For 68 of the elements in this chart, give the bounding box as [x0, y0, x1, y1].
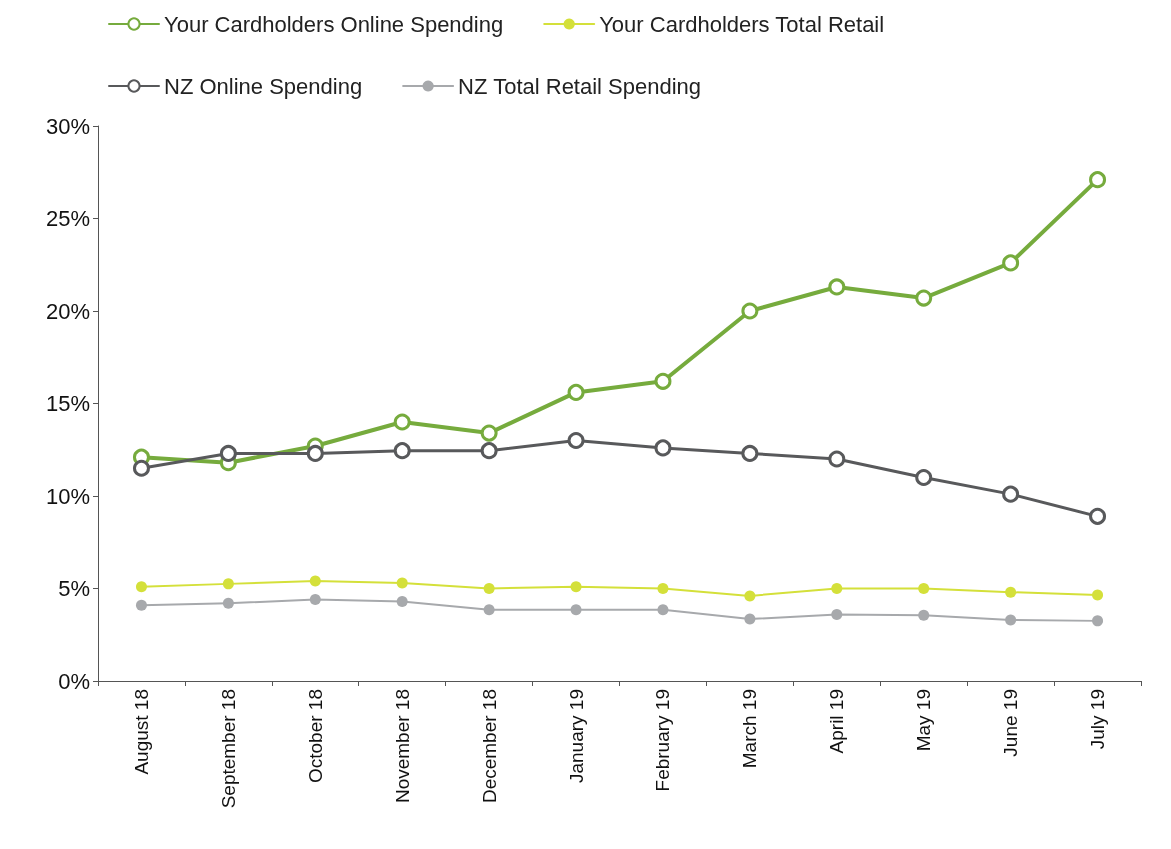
point	[1089, 507, 1107, 525]
point	[741, 302, 759, 320]
legend-label: Your Cardholders Total Retail	[599, 11, 885, 37]
legend-label: NZ Online Spending	[164, 73, 363, 99]
point	[657, 583, 669, 594]
x-tick-label: November 18	[391, 689, 413, 804]
point	[483, 583, 495, 594]
x-tick-label: August 18	[130, 689, 152, 775]
x-tick-label: October 18	[304, 689, 326, 783]
point	[306, 444, 324, 462]
point	[393, 413, 411, 431]
point	[828, 278, 846, 296]
point	[1002, 485, 1020, 503]
y-tick-label: 5%	[58, 576, 90, 601]
x-tick-label: December 18	[478, 689, 500, 804]
y-tick-label: 15%	[45, 391, 90, 416]
point	[741, 444, 759, 462]
point	[1092, 589, 1104, 601]
y-tick-label: 25%	[45, 206, 90, 231]
point	[135, 599, 147, 611]
y-tick-label: 20%	[45, 298, 90, 324]
y-tick-label: 10%	[45, 483, 90, 509]
x-tick-label: April 19	[826, 689, 848, 754]
point	[657, 604, 669, 616]
point	[828, 450, 846, 468]
point	[309, 575, 321, 587]
x-tick-label: March 19	[739, 689, 761, 769]
x-tick-label: June 19	[1000, 689, 1022, 757]
point	[222, 597, 234, 609]
x-tick-label: February 19	[652, 689, 674, 792]
point	[831, 583, 843, 594]
point	[918, 583, 930, 594]
point	[309, 594, 321, 606]
y-tick-label: 30%	[45, 113, 90, 139]
point	[480, 442, 498, 460]
point	[567, 432, 585, 449]
point	[396, 577, 408, 589]
point	[831, 608, 843, 620]
point	[393, 442, 411, 460]
point	[570, 604, 582, 616]
point	[1005, 586, 1017, 598]
point	[219, 444, 237, 462]
x-tick-label: May 19	[913, 689, 935, 752]
point	[1092, 615, 1104, 627]
point	[135, 581, 147, 593]
point	[1002, 254, 1020, 272]
point	[483, 604, 495, 616]
point	[744, 590, 756, 602]
point	[1005, 614, 1017, 626]
x-tick-label: January 19	[565, 689, 587, 784]
point	[915, 289, 933, 307]
legend-label: NZ Total Retail Spending	[458, 73, 702, 99]
point	[654, 372, 672, 390]
x-tick-label: September 18	[217, 689, 239, 809]
point	[132, 459, 150, 477]
point	[396, 595, 408, 607]
y-tick-label: 0%	[58, 668, 90, 694]
point	[1089, 171, 1107, 189]
point	[744, 613, 756, 625]
point	[918, 609, 930, 621]
point	[222, 578, 234, 590]
x-tick-label: July 19	[1087, 689, 1109, 750]
point	[915, 469, 933, 486]
point	[567, 383, 585, 401]
point	[654, 439, 672, 457]
point	[480, 424, 498, 442]
legend-label: Your Cardholders Online Spending	[164, 11, 504, 37]
point	[570, 581, 582, 593]
